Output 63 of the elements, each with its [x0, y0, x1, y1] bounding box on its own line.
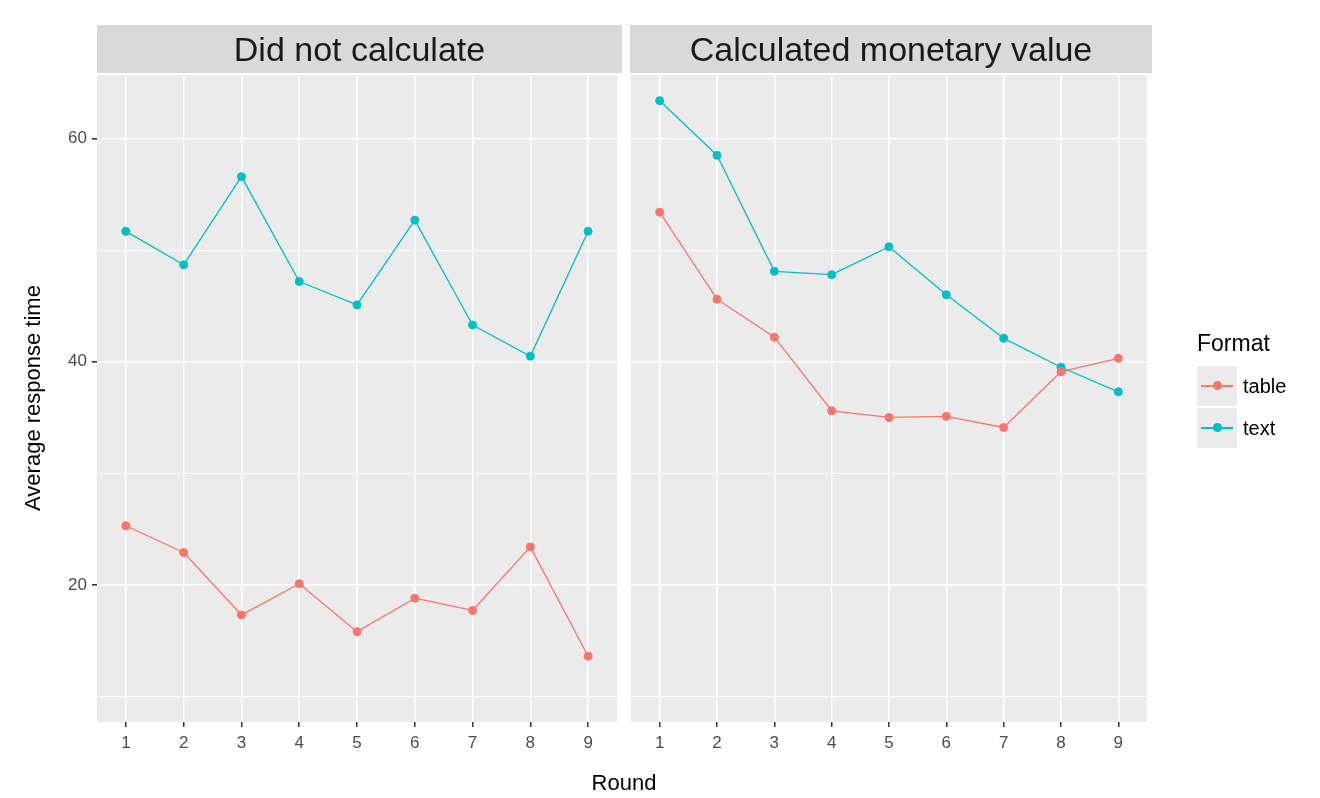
point — [999, 333, 1009, 343]
legend-label: text — [1243, 416, 1276, 440]
point — [468, 320, 478, 330]
x-tick-label: 6 — [410, 732, 420, 752]
x-tick-label: 4 — [826, 732, 837, 752]
chart-title: Did not calculate — [97, 25, 622, 73]
x-tick-label: 9 — [1113, 732, 1124, 752]
point — [1113, 387, 1123, 397]
point — [1056, 367, 1066, 377]
x-tick-label: 2 — [178, 732, 189, 752]
point — [827, 406, 837, 416]
point — [525, 542, 535, 552]
point — [884, 242, 894, 252]
legend-label: table — [1243, 374, 1287, 398]
x-tick-label: 5 — [884, 732, 894, 752]
point — [294, 277, 304, 287]
point — [655, 96, 665, 106]
x-tick-label: 8 — [525, 732, 536, 752]
chart-title: Calculated monetary value — [630, 25, 1152, 73]
point — [1113, 353, 1123, 363]
point — [121, 521, 131, 531]
y-tick-label: 20 — [68, 574, 87, 594]
point — [236, 610, 246, 620]
point — [583, 651, 593, 661]
point — [352, 627, 362, 637]
point — [769, 332, 779, 342]
x-tick-label: 5 — [352, 732, 362, 752]
x-tick-label: 2 — [712, 732, 722, 752]
point — [941, 411, 951, 421]
point — [941, 290, 951, 300]
x-tick-label: 9 — [583, 732, 593, 752]
point — [525, 351, 535, 361]
point — [655, 207, 665, 217]
point — [712, 150, 722, 160]
point — [712, 294, 722, 304]
point — [179, 547, 189, 557]
point — [827, 270, 837, 280]
x-tick-label: 4 — [294, 732, 304, 752]
point — [410, 593, 420, 603]
legend-title: Format — [1197, 330, 1271, 357]
point — [410, 215, 420, 225]
point — [468, 605, 478, 615]
x-tick-label: 7 — [467, 732, 478, 752]
point — [294, 579, 304, 589]
y-tick-label: 60 — [68, 128, 87, 148]
x-tick-label: 6 — [941, 732, 952, 752]
point — [236, 172, 246, 182]
x-tick-label: 8 — [1056, 732, 1066, 752]
y-axis-title: Average response time — [20, 285, 46, 511]
x-tick-label: 3 — [769, 732, 780, 752]
x-tick-label: 1 — [654, 732, 665, 752]
x-axis-title: Round — [591, 770, 657, 796]
point — [583, 226, 593, 236]
x-tick-label: 1 — [121, 732, 131, 752]
point — [999, 423, 1009, 432]
point — [179, 260, 189, 270]
point — [769, 266, 779, 276]
point — [352, 300, 362, 310]
point — [884, 412, 894, 422]
x-tick-label: 7 — [998, 732, 1009, 752]
y-tick-label: 40 — [68, 351, 87, 371]
x-tick-label: 3 — [236, 732, 247, 752]
point — [121, 226, 131, 236]
